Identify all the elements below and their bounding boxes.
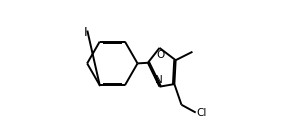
Text: Cl: Cl: [196, 108, 207, 117]
Text: N: N: [155, 75, 163, 85]
Text: I: I: [84, 26, 87, 39]
Text: O: O: [156, 50, 164, 60]
